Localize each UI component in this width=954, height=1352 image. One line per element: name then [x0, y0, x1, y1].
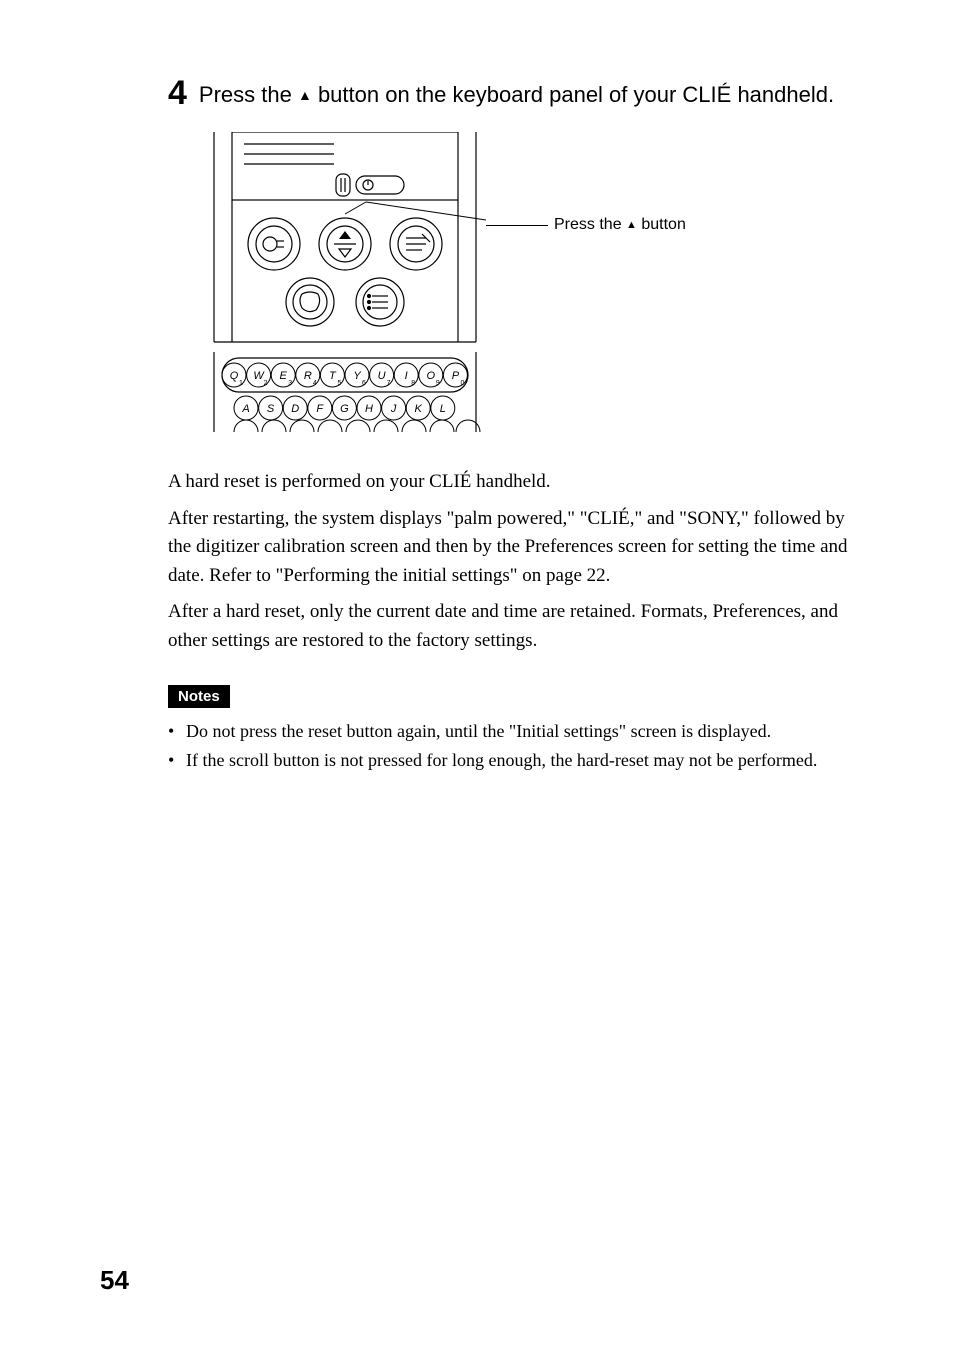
- svg-text:E: E: [280, 370, 288, 382]
- step-text-after: button on the keyboard panel of your CLI…: [312, 82, 834, 107]
- svg-text:D: D: [291, 403, 299, 415]
- notes-list: Do not press the reset button again, unt…: [168, 718, 854, 774]
- step-number: 4: [168, 76, 187, 110]
- svg-text:1: 1: [239, 380, 243, 387]
- svg-text:U: U: [378, 370, 386, 382]
- callout-prefix: Press the: [554, 216, 626, 233]
- figure-callout: Press the ▲ button: [486, 216, 686, 234]
- callout-leader-line: [486, 225, 548, 226]
- svg-text:O: O: [427, 370, 436, 382]
- body-paragraph-2: After restarting, the system displays "p…: [168, 505, 854, 591]
- callout-suffix: button: [637, 216, 686, 233]
- svg-text:0: 0: [460, 380, 464, 387]
- figure-area: Q1W2E3R4T5Y6U7I8O9P0 ASDFGHJKL: [204, 132, 854, 432]
- svg-text:F: F: [316, 403, 324, 415]
- callout-label: Press the ▲ button: [548, 216, 686, 234]
- svg-text:2: 2: [264, 380, 268, 387]
- svg-text:I: I: [405, 370, 408, 382]
- svg-text:6: 6: [362, 380, 366, 387]
- page-number: 54: [100, 1265, 129, 1296]
- svg-text:P: P: [452, 370, 460, 382]
- svg-text:7: 7: [387, 380, 391, 387]
- device-figure: Q1W2E3R4T5Y6U7I8O9P0 ASDFGHJKL: [204, 132, 486, 432]
- notes-heading: Notes: [168, 685, 230, 708]
- svg-text:G: G: [340, 403, 349, 415]
- body-paragraph-1: A hard reset is performed on your CLIÉ h…: [168, 468, 854, 497]
- note-item: Do not press the reset button again, unt…: [168, 718, 854, 745]
- svg-text:K: K: [415, 403, 423, 415]
- svg-text:H: H: [365, 403, 373, 415]
- body-paragraph-3: After a hard reset, only the current dat…: [168, 598, 854, 655]
- svg-text:Q: Q: [230, 370, 239, 382]
- svg-text:Y: Y: [353, 370, 361, 382]
- svg-text:5: 5: [337, 380, 341, 387]
- svg-text:J: J: [390, 403, 397, 415]
- step-instruction: Press the ▲ button on the keyboard panel…: [199, 80, 834, 110]
- note-item: If the scroll button is not pressed for …: [168, 747, 854, 774]
- svg-text:4: 4: [313, 380, 317, 387]
- svg-text:R: R: [304, 370, 312, 382]
- up-triangle-icon: ▲: [626, 219, 637, 231]
- svg-text:9: 9: [436, 380, 440, 387]
- svg-text:3: 3: [288, 380, 292, 387]
- svg-text:T: T: [329, 370, 337, 382]
- svg-text:8: 8: [411, 380, 415, 387]
- step-heading: 4 Press the ▲ button on the keyboard pan…: [168, 80, 854, 110]
- svg-text:S: S: [267, 403, 275, 415]
- svg-text:A: A: [241, 403, 249, 415]
- up-triangle-icon: ▲: [298, 87, 312, 103]
- step-text-before: Press the: [199, 82, 298, 107]
- svg-text:L: L: [440, 403, 446, 415]
